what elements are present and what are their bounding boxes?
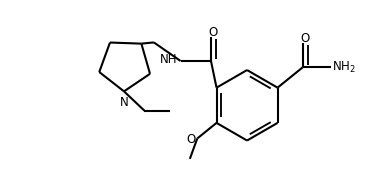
- Text: O: O: [209, 25, 218, 39]
- Text: N: N: [120, 96, 129, 109]
- Text: O: O: [186, 133, 195, 146]
- Text: O: O: [300, 32, 309, 45]
- Text: NH$_2$: NH$_2$: [332, 60, 356, 75]
- Text: NH: NH: [160, 53, 178, 66]
